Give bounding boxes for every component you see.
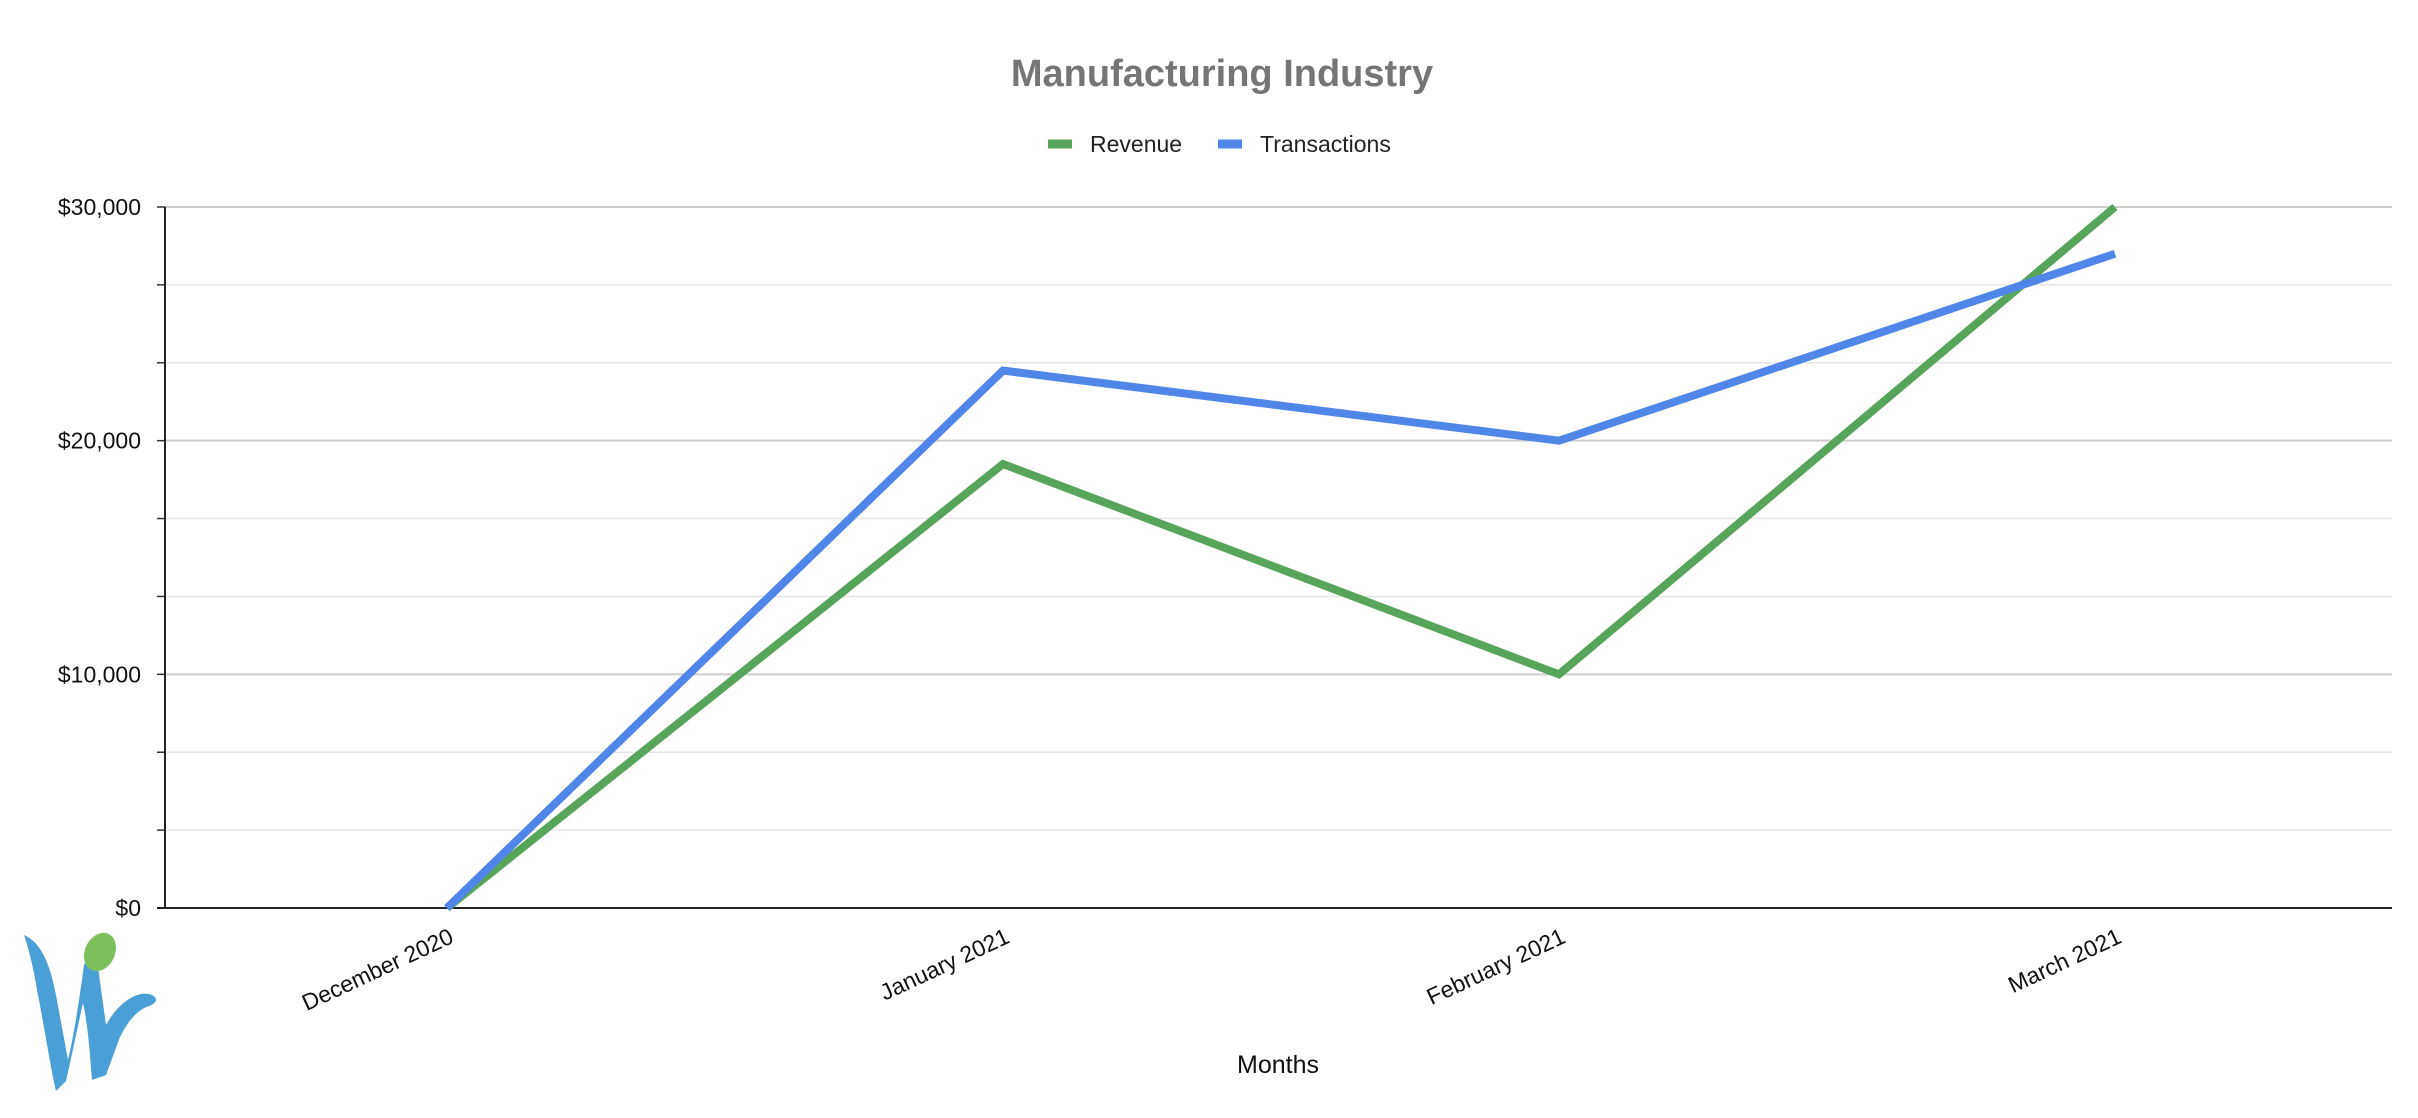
- logo-body-shape: [24, 935, 157, 1091]
- x-tick-label: February 2021: [1423, 923, 1570, 1010]
- x-axis-title: Months: [1237, 1051, 1319, 1079]
- x-tick-label: January 2021: [876, 923, 1013, 1005]
- legend-label-transactions: Transactions: [1260, 131, 1391, 157]
- legend: Revenue Transactions: [1048, 131, 1391, 157]
- y-tick-label: $0: [115, 895, 141, 921]
- x-tick-label: December 2020: [298, 923, 457, 1016]
- x-axis-ticks: December 2020 January 2021 February 2021 Ma…: [298, 923, 2125, 1016]
- y-axis-ticks: $0 $10,000 $20,000 $30,000: [58, 194, 141, 921]
- series-lines: [444, 203, 2118, 912]
- axes: [157, 207, 2392, 909]
- wi-logo-icon: [24, 932, 157, 1091]
- gridlines: [157, 206, 2392, 831]
- y-tick-label: $30,000: [58, 194, 141, 220]
- y-tick-label: $20,000: [58, 428, 141, 454]
- series-line-transactions: [444, 249, 2117, 911]
- y-tick-label: $10,000: [58, 661, 141, 687]
- legend-label-revenue: Revenue: [1090, 131, 1182, 157]
- logo-dot-shape: [83, 932, 117, 972]
- series-line-revenue: [444, 203, 2118, 912]
- x-tick-label: March 2021: [2004, 923, 2125, 998]
- chart-title: Manufacturing Industry: [1011, 53, 1433, 95]
